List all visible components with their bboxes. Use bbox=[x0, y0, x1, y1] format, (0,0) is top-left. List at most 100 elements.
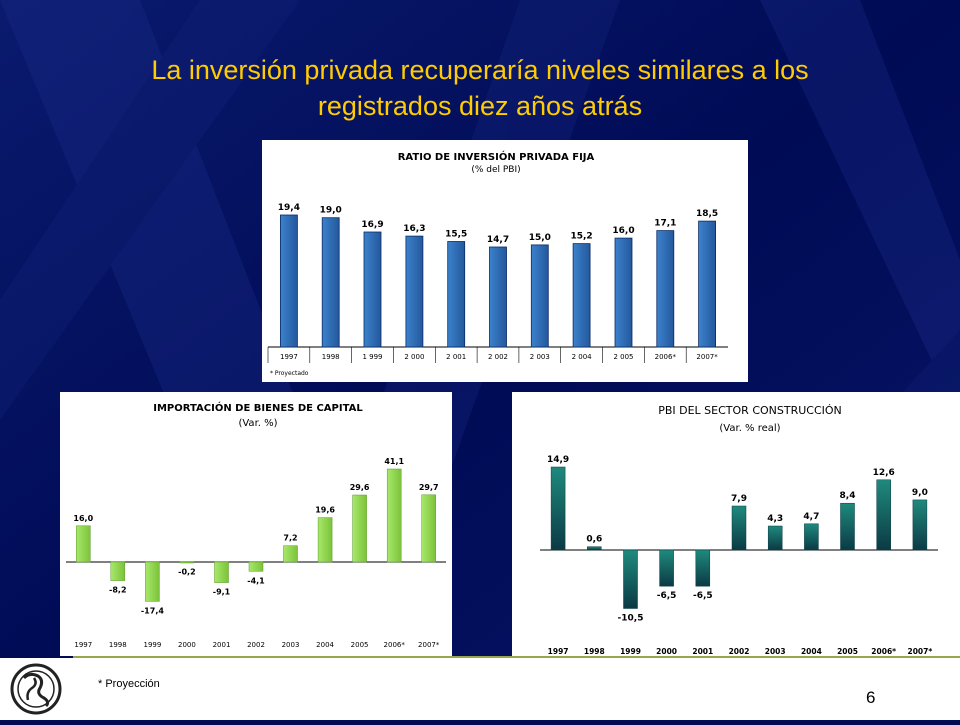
chart2-tick-label: 2001 bbox=[213, 641, 231, 649]
chart1-value-label: 17,1 bbox=[654, 219, 676, 229]
chart2-value-label: 16,0 bbox=[73, 514, 93, 523]
page-number: 6 bbox=[866, 688, 876, 707]
chart2-tick-label: 2006* bbox=[384, 641, 406, 649]
chart-ratio-inversion-privada: RATIO DE INVERSIÓN PRIVADA FIJA (% del P… bbox=[262, 140, 748, 382]
chart2-tick-label: 1998 bbox=[109, 641, 127, 649]
chart3-tick-label: 2000 bbox=[656, 647, 677, 656]
chart2-value-label: -9,1 bbox=[213, 588, 231, 597]
chart2-bar bbox=[386, 468, 402, 563]
chart3-tick-label: 2006* bbox=[871, 647, 896, 656]
chart1-note: * Proyectado bbox=[270, 370, 309, 377]
chart2-bar bbox=[110, 561, 126, 581]
chart1-value-label: 15,5 bbox=[445, 230, 467, 240]
chart2-bar bbox=[76, 525, 91, 563]
chart3-value-label: -10,5 bbox=[618, 614, 644, 624]
chart3-bar bbox=[804, 523, 819, 551]
chart3-tick-label: 2007* bbox=[908, 647, 933, 656]
chart3-tick-label: 2001 bbox=[692, 647, 713, 656]
slide-title-line-2: registrados diez años atrás bbox=[317, 91, 643, 121]
chart1-bar bbox=[572, 243, 591, 348]
chart-pbi-construccion: PBI DEL SECTOR CONSTRUCCIÓN (Var. % real… bbox=[512, 392, 960, 656]
chart3-bar bbox=[912, 499, 928, 551]
chart2-value-label: 19,6 bbox=[315, 506, 335, 515]
chart3-value-label: 14,9 bbox=[547, 455, 569, 465]
chart3-bar bbox=[731, 505, 747, 551]
chart3-bar bbox=[659, 549, 674, 587]
chart2-subtitle: (Var. %) bbox=[238, 418, 277, 429]
chart1-tick-label: 1997 bbox=[280, 353, 298, 361]
chart3-tick-label: 1999 bbox=[620, 647, 641, 656]
chart1-value-label: 19,0 bbox=[320, 206, 342, 216]
chart3-tick-label: 2005 bbox=[837, 647, 858, 656]
chart3-tick-label: 2004 bbox=[801, 647, 822, 656]
chart1-tick-label: 2 002 bbox=[488, 353, 508, 361]
chart3-tick-label: 1998 bbox=[584, 647, 605, 656]
chart1-tick-label: 2 003 bbox=[530, 353, 550, 361]
chart1-bar bbox=[698, 220, 716, 348]
chart1-value-label: 19,4 bbox=[278, 203, 300, 213]
chart3-value-label: 0,6 bbox=[586, 535, 602, 545]
chart1-bar bbox=[530, 244, 549, 348]
chart1-tick-label: 2 005 bbox=[613, 353, 633, 361]
chart3-tick-label: 2003 bbox=[765, 647, 786, 656]
chart3-value-label: 4,7 bbox=[803, 512, 819, 522]
chart2-value-label: 7,2 bbox=[283, 534, 297, 543]
chart3-bar bbox=[840, 502, 855, 551]
slide-title-line-1: La inversión privada recuperaría niveles… bbox=[151, 55, 809, 85]
slide-title: La inversión privada recuperaría niveles… bbox=[20, 52, 940, 124]
chart3-value-label: 4,3 bbox=[767, 514, 783, 524]
chart1-value-label: 15,2 bbox=[570, 232, 592, 242]
chart1-bar bbox=[279, 214, 298, 348]
bcrp-seal-icon bbox=[10, 663, 62, 715]
chart3-tick-label: 2002 bbox=[729, 647, 750, 656]
chart2-tick-label: 2004 bbox=[316, 641, 334, 649]
chart2-bar bbox=[352, 494, 367, 563]
chart1-bar bbox=[447, 241, 466, 348]
footer-divider bbox=[73, 656, 960, 658]
chart2-tick-label: 2003 bbox=[282, 641, 300, 649]
chart1-tick-label: 2 004 bbox=[572, 353, 593, 361]
chart1-title: RATIO DE INVERSIÓN PRIVADA FIJA bbox=[398, 150, 595, 163]
chart2-bar bbox=[248, 561, 264, 572]
chart1-tick-label: 2 001 bbox=[446, 353, 466, 361]
chart3-subtitle: (Var. % real) bbox=[719, 423, 780, 434]
chart2-value-label: -8,2 bbox=[109, 586, 127, 595]
chart2-value-label: 41,1 bbox=[384, 457, 404, 466]
chart2-bar bbox=[317, 517, 333, 563]
chart1-tick-label: 2 000 bbox=[404, 353, 424, 361]
chart2-plot-area bbox=[60, 392, 452, 656]
logo bbox=[0, 658, 73, 720]
chart3-value-label: 8,4 bbox=[840, 491, 856, 501]
chart3-bar bbox=[876, 479, 891, 551]
chart1-bar bbox=[363, 231, 382, 348]
chart1-value-label: 16,9 bbox=[361, 220, 383, 230]
chart-importacion-bienes-capital: IMPORTACIÓN DE BIENES DE CAPITAL (Var. %… bbox=[60, 392, 452, 656]
chart1-bar bbox=[656, 230, 675, 348]
chart1-value-label: 18,5 bbox=[696, 209, 718, 219]
chart2-title: IMPORTACIÓN DE BIENES DE CAPITAL bbox=[153, 401, 363, 414]
footnote: * Proyección bbox=[98, 678, 160, 690]
chart1-value-label: 16,3 bbox=[403, 224, 425, 234]
chart1-tick-label: 1998 bbox=[322, 353, 340, 361]
chart1-tick-label: 2007* bbox=[696, 353, 718, 361]
chart2-bar bbox=[283, 545, 298, 563]
chart3-value-label: 7,9 bbox=[731, 494, 747, 504]
chart3-bar bbox=[623, 549, 638, 609]
chart3-value-label: 12,6 bbox=[873, 468, 895, 478]
chart2-bar bbox=[214, 561, 229, 583]
chart3-value-label: -6,5 bbox=[657, 591, 677, 601]
chart2-tick-label: 2007* bbox=[418, 641, 440, 649]
chart1-value-label: 16,0 bbox=[612, 226, 634, 236]
chart1-bar bbox=[489, 246, 507, 348]
chart2-bar bbox=[179, 561, 195, 564]
chart3-value-label: 9,0 bbox=[912, 488, 928, 498]
chart2-value-label: -0,2 bbox=[178, 568, 196, 577]
chart1-subtitle: (% del PBI) bbox=[471, 165, 520, 175]
chart3-bar bbox=[587, 546, 602, 551]
chart1-bar bbox=[321, 217, 340, 348]
chart2-tick-label: 1997 bbox=[74, 641, 92, 649]
chart3-bar bbox=[695, 549, 711, 587]
chart2-bar bbox=[145, 561, 160, 602]
chart1-tick-label: 2006* bbox=[655, 353, 677, 361]
